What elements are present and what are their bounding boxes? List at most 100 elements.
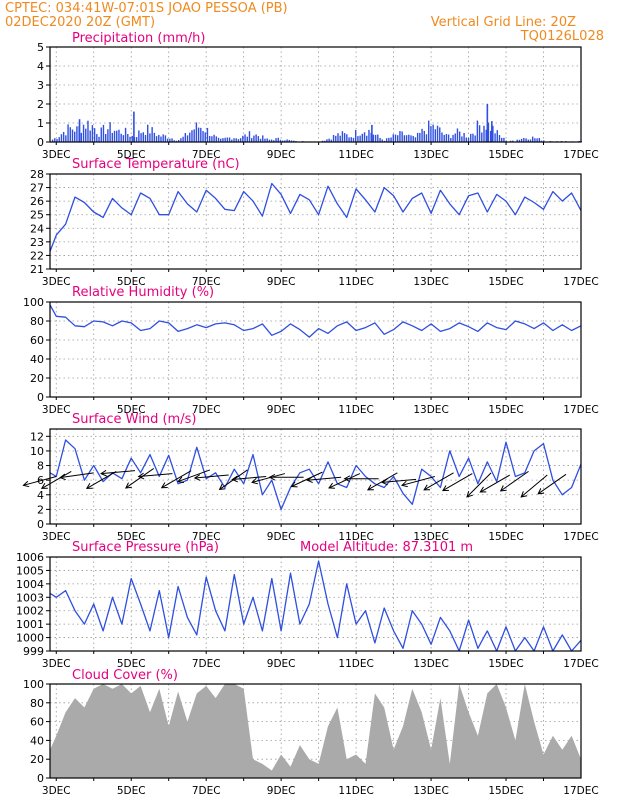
wind-arrow [161, 470, 192, 489]
precip-bar [505, 140, 507, 142]
precip-bar [208, 136, 211, 142]
precip-bar [266, 138, 268, 142]
pressure-ytick-label: 1006 [16, 551, 44, 564]
precip-bar [211, 136, 213, 142]
temp-title: Surface Temperature (nC) [72, 157, 240, 172]
precip-bar [51, 139, 54, 142]
precip-bar [321, 140, 324, 142]
precip-bar [408, 134, 410, 142]
precip-bar [206, 127, 209, 142]
precip-bar [439, 127, 441, 142]
precip-bar [354, 130, 357, 142]
precip-bar [169, 138, 171, 142]
wind-arrow-head [290, 481, 298, 488]
precip-bar [177, 140, 180, 142]
precip-bar [116, 130, 118, 142]
precip-bar [363, 132, 366, 142]
pressure-ytick-label: 1004 [16, 578, 44, 591]
precip-bar [69, 127, 71, 142]
precip-bar [120, 133, 122, 142]
wind-xtick-label: 5DEC [117, 531, 146, 543]
wind-arrow [101, 470, 136, 475]
precip-bar [366, 135, 368, 142]
wind-arrow-head [499, 485, 507, 492]
precip-bar [93, 128, 96, 142]
temp-ytick-label: 23 [30, 236, 44, 249]
precip-bar [147, 124, 149, 142]
wind-arrow [500, 470, 529, 492]
precip-bar [371, 124, 373, 142]
wind-arrow-head [125, 482, 132, 489]
precip-bar [525, 138, 527, 142]
pressure-xtick-label: 13DEC [413, 658, 448, 670]
precip-bar [374, 134, 377, 142]
precip-bar [242, 135, 244, 142]
wind-arrow [382, 478, 417, 483]
precip-bar [56, 138, 58, 142]
precip-bar [335, 135, 337, 142]
wind-arrow [60, 472, 94, 479]
precip-bar [470, 133, 472, 142]
wind-arrow-head [137, 472, 145, 480]
precip-bar [111, 132, 114, 142]
pressure-panel: Surface Pressure (hPa) Model Altitude: 87… [16, 540, 599, 670]
precip-bar [529, 139, 532, 142]
cloud-frame [49, 683, 582, 779]
wind-arrow-head [177, 476, 184, 483]
precip-ytick-label: 0 [37, 136, 44, 149]
cloud-ytick-label: 80 [30, 697, 44, 710]
precip-bar [281, 140, 284, 142]
precip-bar [416, 132, 419, 142]
precip-bar [279, 139, 282, 142]
precip-bar [474, 135, 476, 142]
precip-bar [286, 139, 288, 142]
precip-bar [195, 122, 198, 142]
temp-ytick-label: 28 [30, 168, 44, 181]
temp-ytick-label: 24 [30, 222, 44, 235]
wind-arrow-head [466, 490, 473, 498]
precip-bar [164, 135, 167, 142]
precip-bar [144, 135, 147, 142]
precip-bar [255, 134, 257, 142]
precip-bar [264, 138, 266, 142]
precip-xtick-label: 11DEC [338, 149, 373, 161]
precip-ytick-label: 4 [37, 60, 44, 73]
precip-bar [441, 132, 443, 142]
wind-ytick-label: 12 [30, 430, 44, 443]
precip-frame [49, 46, 582, 143]
rh-ytick-label: 60 [30, 334, 44, 347]
precip-bar [131, 135, 133, 142]
precip-bar [102, 124, 105, 142]
precip-bar [215, 136, 217, 142]
precip-bar [259, 138, 262, 142]
precip-bar [399, 131, 401, 142]
precip-xtick-label: 5DEC [117, 149, 146, 161]
precip-bar [518, 139, 521, 142]
precip-bar [104, 134, 107, 142]
precip-bar [341, 131, 344, 142]
precip-bar [443, 134, 445, 142]
precip-bar [405, 135, 408, 142]
precip-bar [231, 139, 233, 142]
cloud-ytick-label: 40 [30, 734, 44, 747]
precip-xtick-label: 17DEC [563, 149, 598, 161]
wind-arrow-head [59, 473, 66, 481]
wind-arrow-head [381, 478, 388, 486]
precip-bar [350, 137, 352, 142]
rh-ytick-label: 20 [30, 372, 44, 385]
precip-bar [122, 135, 125, 142]
precip-bar [465, 137, 468, 142]
precip-bar [414, 137, 417, 142]
wind-arrow-head [40, 483, 48, 489]
wind-arrow-head [268, 473, 276, 481]
precip-ytick-label: 5 [37, 41, 44, 54]
wind-ytick-label: 10 [30, 445, 44, 458]
precip-bar [512, 140, 514, 142]
precip-bar [270, 139, 273, 142]
cloud-xtick-label: 3DEC [42, 785, 71, 797]
precip-bar [290, 140, 293, 142]
wind-arrow [537, 473, 567, 495]
precip-bar [432, 124, 434, 142]
precip-bar [250, 138, 253, 142]
